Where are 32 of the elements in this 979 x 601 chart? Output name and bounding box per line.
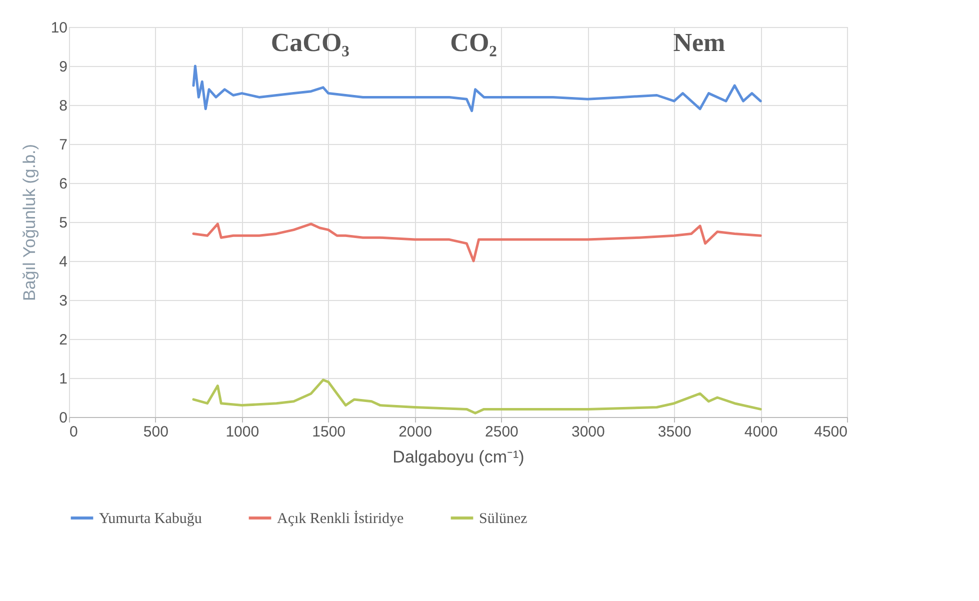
- annotation: CaCO₃: [270, 28, 350, 57]
- x-tick-label: 1000: [226, 424, 260, 440]
- x-tick-label: 0: [70, 424, 78, 440]
- x-tick-label: 500: [143, 424, 168, 440]
- x-tick-label: 3000: [571, 424, 605, 440]
- y-axis-title: Bağıl Yoğunluk (g.b.): [20, 144, 39, 301]
- y-tick-label: 2: [59, 332, 68, 348]
- annotation: Nem: [673, 28, 726, 57]
- legend-label: Açık Renkli İstiridye: [277, 510, 404, 527]
- y-tick-label: 1: [59, 370, 68, 388]
- x-tick-label: 2000: [398, 424, 432, 440]
- y-tick-label: 4: [59, 254, 68, 270]
- x-axis-title: Dalgaboyu (cm⁻¹): [392, 448, 524, 466]
- y-tick-label: 0: [59, 410, 68, 426]
- x-tick-label: 1500: [312, 424, 346, 440]
- y-tick-label: 3: [59, 292, 68, 310]
- y-tick-label: 7: [59, 136, 68, 154]
- line-series: [192, 378, 762, 414]
- x-tick-label: 2500: [485, 424, 518, 440]
- x-tick-label: 4500: [814, 424, 848, 440]
- y-tick-label: 6: [59, 176, 68, 192]
- legend-label: Yumurta Kabuğu: [99, 511, 202, 527]
- line-series: [192, 222, 762, 262]
- y-tick-label: 8: [59, 98, 68, 114]
- x-tick-label: 4000: [744, 424, 778, 440]
- x-tick-label: 3500: [658, 424, 692, 440]
- y-tick-label: 10: [50, 20, 68, 36]
- legend-label: Sülünez: [479, 511, 528, 527]
- annotation: CO₂: [450, 28, 498, 57]
- y-tick-label: 9: [59, 58, 68, 76]
- line-series: [192, 64, 762, 112]
- y-tick-label: 5: [59, 214, 68, 232]
